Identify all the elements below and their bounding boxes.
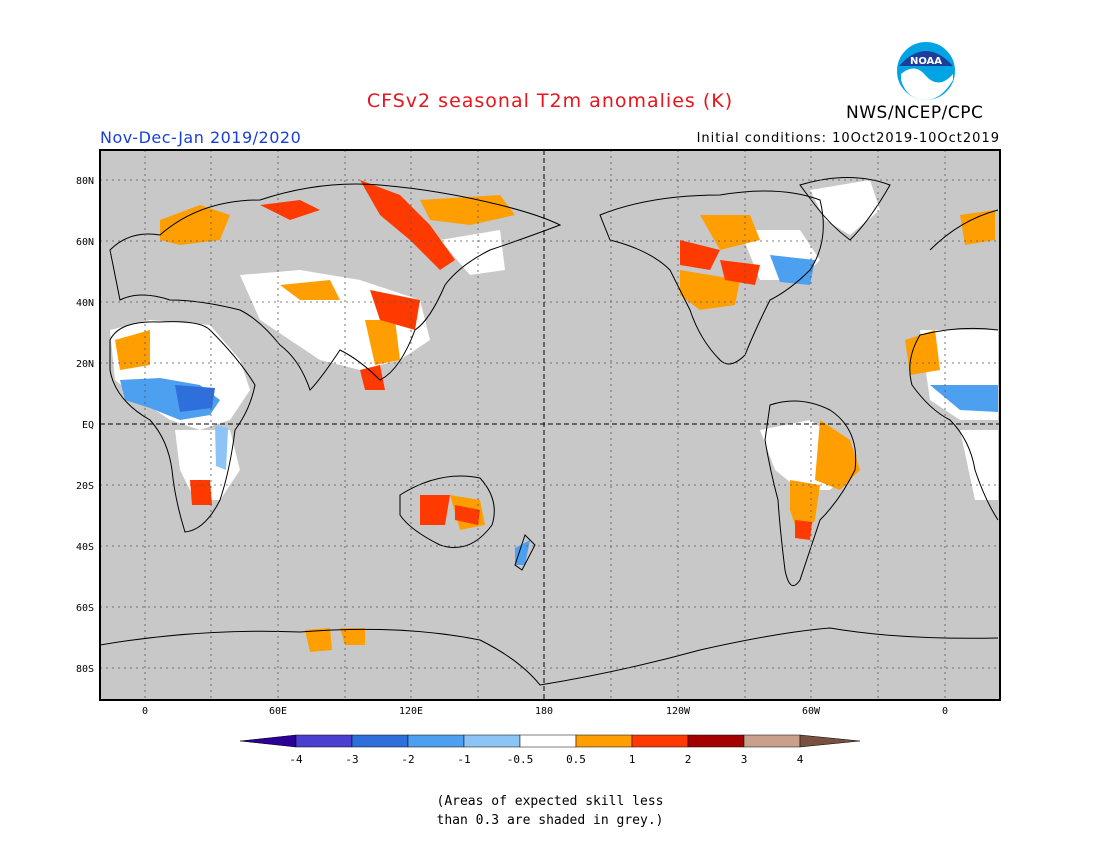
lat-label: 80S (76, 664, 94, 675)
colorbar-swatch (631, 734, 689, 748)
map-background (100, 150, 1000, 700)
grid-lines (100, 150, 1000, 700)
noaa-logo: NOAA (895, 40, 957, 102)
lon-label: 0 (942, 706, 948, 717)
colorbar-label: -2 (401, 753, 414, 766)
lat-label: 20S (76, 481, 94, 492)
skill-note-line1: (Areas of expected skill less (436, 794, 664, 809)
lat-label: 60N (76, 237, 94, 248)
colorbar-swatch (463, 734, 521, 748)
lat-label: 40N (76, 298, 94, 309)
colorbar-labels: -4 -3 -2 -1 -0.5 0.5 1 2 3 4 (289, 753, 803, 766)
lon-label: 120W (666, 706, 691, 717)
colorbar-swatch (743, 734, 801, 748)
colorbar-label: -1 (457, 753, 470, 766)
colorbar-label: 2 (685, 753, 692, 766)
lon-label: 60W (802, 706, 821, 717)
lat-label: 40S (76, 542, 94, 553)
agency-label: NWS/NCEP/CPC (846, 103, 984, 123)
lon-label: 0 (142, 706, 148, 717)
initial-conditions: Initial conditions: 10Oct2019-10Oct2019 (696, 131, 1000, 146)
logo-text: NOAA (910, 56, 942, 67)
skill-note: (Areas of expected skill less than 0.3 a… (0, 792, 1100, 830)
colorbar-label: 3 (741, 753, 748, 766)
coastlines (99, 177, 999, 686)
longitude-labels: 0 60E 120E 180 120W 60W 0 (142, 706, 948, 717)
anomaly-1-2-areas (190, 180, 812, 540)
colorbar-swatch (799, 734, 861, 748)
colorbar-swatch (575, 734, 633, 748)
colorbar-swatch (519, 734, 577, 748)
colorbar-swatch (351, 734, 409, 748)
lon-label: 120E (399, 706, 423, 717)
lon-label: 180 (535, 706, 553, 717)
colorbar-label: -0.5 (507, 753, 534, 766)
colorbar-swatch (239, 734, 297, 748)
colorbar-swatch (407, 734, 465, 748)
map-frame (99, 149, 1001, 701)
lat-label: 20N (76, 359, 94, 370)
map-title: CFSv2 seasonal T2m anomalies (K) (366, 90, 734, 112)
colorbar-swatch (687, 734, 745, 748)
forecast-period: Nov-Dec-Jan 2019/2020 (100, 128, 302, 147)
equator-dateline (100, 150, 1000, 700)
colorbar-label: -4 (289, 753, 303, 766)
lat-label: 60S (76, 603, 94, 614)
colorbar-swatch (295, 734, 353, 748)
lat-label: 80N (76, 176, 94, 187)
lat-label: EQ (82, 420, 94, 431)
anomaly-0.5-1-areas (115, 195, 995, 652)
anomaly-negative-areas (120, 255, 998, 565)
colorbar-label: 1 (629, 753, 636, 766)
latitude-labels: 80N 60N 40N 20N EQ 20S 40S 60S 80S (76, 176, 94, 675)
lon-label: 60E (269, 706, 287, 717)
colorbar-label: -3 (345, 753, 358, 766)
colorbar-label: 0.5 (566, 753, 586, 766)
colorbar (239, 734, 861, 748)
colorbar-label: 4 (797, 753, 804, 766)
skill-note-line2: than 0.3 are shaded in grey.) (436, 813, 664, 828)
